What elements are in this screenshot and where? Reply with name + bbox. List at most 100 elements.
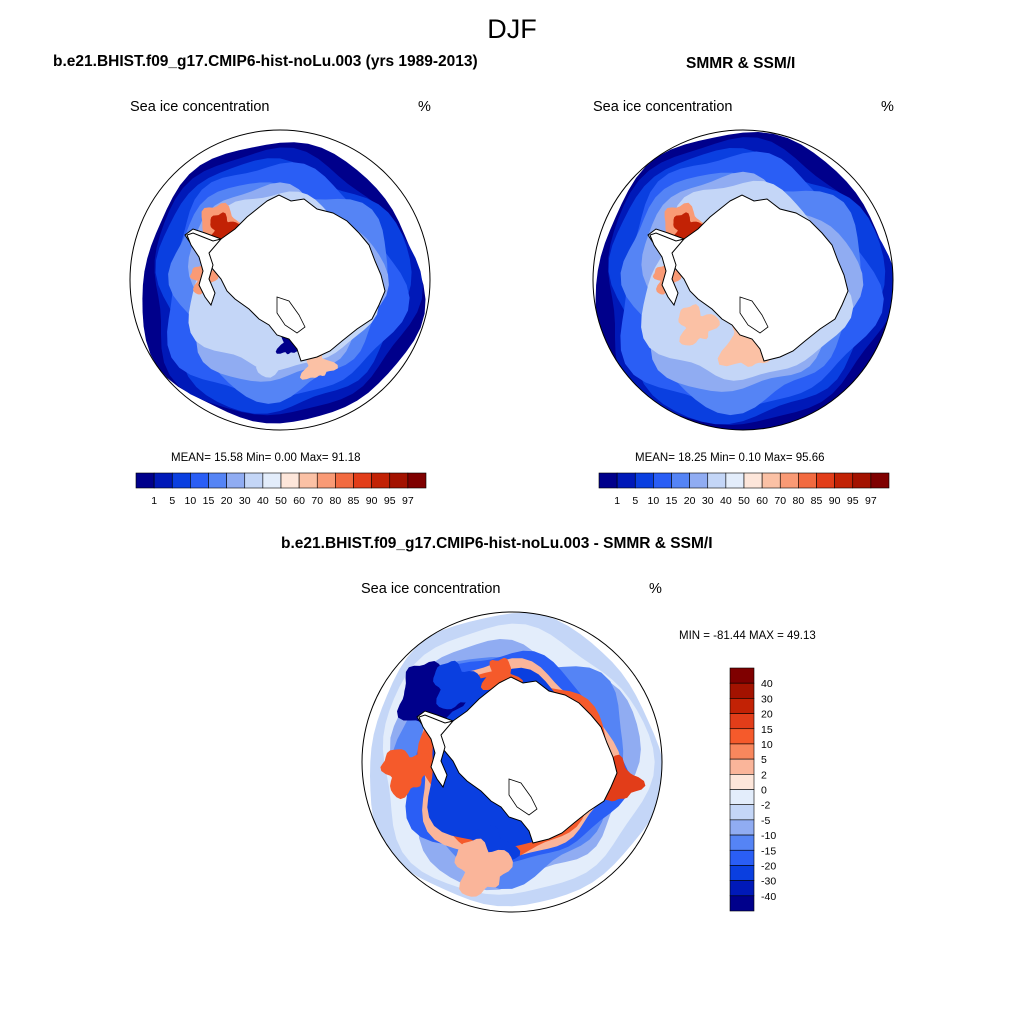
colorbar-swatch xyxy=(371,472,391,489)
map-boundary-circle xyxy=(361,611,663,913)
colorbar-tick-label: 95 xyxy=(847,495,859,507)
antarctica-landmass xyxy=(416,676,618,844)
colorbar-swatch xyxy=(689,472,709,489)
colorbar-swatch xyxy=(208,472,227,489)
colorbar-swatch xyxy=(171,472,191,489)
colorbar-swatch xyxy=(298,472,318,489)
ice-difference-band xyxy=(433,660,482,710)
colorbar-tick-label: 30 xyxy=(702,495,714,507)
figure-title: DJF xyxy=(487,14,537,44)
antarctic-peninsula xyxy=(186,232,223,307)
ice-shelf xyxy=(508,778,538,816)
map-boundary-circle xyxy=(592,129,894,431)
antarctica-landmass xyxy=(184,194,386,362)
colorbar-swatch xyxy=(729,880,755,897)
colorbar-tick-label: -2 xyxy=(761,800,770,812)
colorbar-tick-label: 15 xyxy=(666,495,678,507)
colorbar-tick-label: 80 xyxy=(793,495,805,507)
colorbar-tick-label: 5 xyxy=(169,495,175,507)
colorbar-swatch xyxy=(407,472,427,489)
colorbar-swatch xyxy=(729,713,755,730)
colorbar-tick-label: 15 xyxy=(203,495,215,507)
colorbar-swatch xyxy=(353,472,372,489)
colorbar-swatch xyxy=(852,472,872,489)
colorbar-swatch xyxy=(729,698,755,714)
colorbar-swatch xyxy=(729,804,755,821)
colorbar-tick-label: -20 xyxy=(761,860,776,872)
colorbar-tick-label: 1 xyxy=(151,495,157,507)
model-units-label: % xyxy=(418,99,431,115)
colorbar-tick-label: 5 xyxy=(761,754,767,766)
colorbar-tick-label: 70 xyxy=(311,495,323,507)
colorbar-swatch xyxy=(816,472,835,489)
colorbar-swatch xyxy=(226,472,246,489)
colorbar-swatch xyxy=(834,472,854,489)
diff-units-label: % xyxy=(649,581,662,597)
obs-variable-label: Sea ice concentration xyxy=(593,99,733,115)
colorbar-tick-label: 20 xyxy=(684,495,696,507)
colorbar-swatch xyxy=(262,472,282,489)
colorbar-swatch xyxy=(153,472,173,489)
colorbar-swatch xyxy=(616,472,636,489)
colorbar-tick-label: 50 xyxy=(275,495,287,507)
colorbar-swatch xyxy=(729,849,755,866)
colorbar-swatch xyxy=(729,819,755,836)
colorbar-tick-label: 10 xyxy=(185,495,197,507)
colorbar-tick-label: 5 xyxy=(632,495,638,507)
colorbar-tick-label: -40 xyxy=(761,891,776,903)
colorbar-swatch xyxy=(779,472,799,489)
ice-concentration-band xyxy=(671,212,706,244)
colorbar-tick-label: 50 xyxy=(738,495,750,507)
colorbar-swatch xyxy=(729,728,755,745)
antarctic-peninsula xyxy=(418,714,455,789)
colorbar-tick-label: 90 xyxy=(829,495,841,507)
ice-concentration-band xyxy=(208,212,243,244)
model-sea-ice-map xyxy=(129,129,431,431)
model-panel-title: b.e21.BHIST.f09_g17.CMIP6-hist-noLu.003 … xyxy=(53,53,478,70)
colorbar-swatch xyxy=(653,472,672,489)
colorbar-tick-label: 30 xyxy=(239,495,251,507)
colorbar-tick-label: -10 xyxy=(761,830,776,842)
obs-sea-ice-map xyxy=(592,129,894,431)
colorbar-swatch xyxy=(634,472,654,489)
colorbar-swatch xyxy=(743,472,763,489)
colorbar-tick-label: 90 xyxy=(366,495,378,507)
colorbar-tick-label: 15 xyxy=(761,724,773,736)
colorbar-tick-label: 60 xyxy=(756,495,768,507)
model-variable-label: Sea ice concentration xyxy=(130,99,270,115)
diff-stats: MIN = -81.44 MAX = 49.13 xyxy=(679,630,816,642)
colorbar-swatch xyxy=(729,865,755,881)
colorbar-swatch xyxy=(761,472,781,489)
colorbar-tick-label: 10 xyxy=(648,495,660,507)
colorbar-tick-label: 20 xyxy=(221,495,233,507)
colorbar-swatch xyxy=(598,472,618,489)
colorbar-tick-label: 85 xyxy=(348,495,360,507)
obs-panel-title: SMMR & SSM/I xyxy=(686,55,796,72)
colorbar-tick-label: 2 xyxy=(761,769,767,781)
colorbar-swatch xyxy=(671,472,690,489)
colorbar-tick-label: 60 xyxy=(293,495,305,507)
colorbar-swatch xyxy=(729,789,755,805)
colorbar-swatch xyxy=(316,472,336,489)
ice-shelf xyxy=(276,296,306,334)
colorbar-swatch xyxy=(729,667,755,684)
colorbar-swatch xyxy=(389,472,409,489)
colorbar-swatch xyxy=(729,895,755,912)
model-stats: MEAN= 15.58 Min= 0.00 Max= 91.18 xyxy=(171,452,361,464)
antarctica-landmass xyxy=(647,194,849,362)
colorbar-tick-label: 30 xyxy=(761,693,773,705)
ice-difference-band xyxy=(380,749,430,800)
colorbar-tick-label: 20 xyxy=(761,709,773,721)
antarctic-peninsula xyxy=(649,232,686,307)
colorbar-tick-label: -15 xyxy=(761,845,776,857)
colorbar-swatch xyxy=(135,472,155,489)
colorbar-swatch xyxy=(729,834,755,851)
colorbar-tick-label: 40 xyxy=(761,678,773,690)
colorbar-tick-label: 95 xyxy=(384,495,396,507)
colorbar-swatch xyxy=(870,472,890,489)
colorbar-swatch xyxy=(190,472,209,489)
obs-units-label: % xyxy=(881,99,894,115)
colorbar-tick-label: 80 xyxy=(330,495,342,507)
colorbar-tick-label: 1 xyxy=(614,495,620,507)
colorbar-tick-label: 0 xyxy=(761,785,767,797)
